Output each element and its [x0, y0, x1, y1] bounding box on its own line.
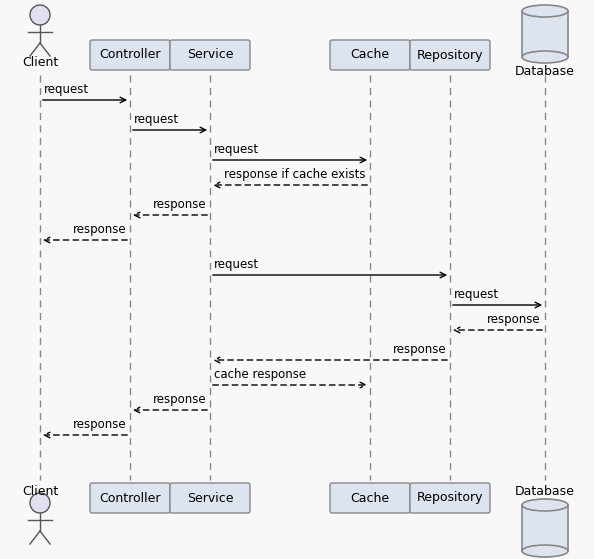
Text: response: response — [72, 223, 126, 236]
Text: Controller: Controller — [99, 491, 161, 505]
Text: response: response — [487, 313, 541, 326]
Text: Controller: Controller — [99, 49, 161, 61]
Text: Database: Database — [515, 65, 575, 78]
Bar — [522, 11, 568, 57]
Text: request: request — [214, 258, 259, 271]
FancyBboxPatch shape — [90, 483, 170, 513]
FancyBboxPatch shape — [330, 40, 410, 70]
FancyBboxPatch shape — [410, 483, 490, 513]
FancyBboxPatch shape — [410, 40, 490, 70]
FancyBboxPatch shape — [170, 483, 250, 513]
Ellipse shape — [522, 545, 568, 557]
Text: request: request — [134, 113, 179, 126]
Text: request: request — [454, 288, 499, 301]
Text: Service: Service — [187, 491, 233, 505]
Text: Cache: Cache — [350, 49, 390, 61]
Text: Client: Client — [22, 56, 58, 69]
FancyBboxPatch shape — [330, 483, 410, 513]
Text: Cache: Cache — [350, 491, 390, 505]
Text: Service: Service — [187, 49, 233, 61]
Text: request: request — [44, 83, 89, 96]
Text: response: response — [72, 418, 126, 431]
Text: response if cache exists: response if cache exists — [225, 168, 366, 181]
Text: Database: Database — [515, 485, 575, 498]
FancyBboxPatch shape — [170, 40, 250, 70]
Circle shape — [30, 5, 50, 25]
Text: response: response — [153, 198, 206, 211]
Ellipse shape — [522, 499, 568, 511]
Text: Repository: Repository — [417, 49, 484, 61]
Text: request: request — [214, 143, 259, 156]
Text: cache response: cache response — [214, 368, 306, 381]
Text: Client: Client — [22, 485, 58, 498]
FancyBboxPatch shape — [90, 40, 170, 70]
Circle shape — [30, 493, 50, 513]
Bar — [522, 505, 568, 551]
Text: Repository: Repository — [417, 491, 484, 505]
Ellipse shape — [522, 51, 568, 63]
Ellipse shape — [522, 5, 568, 17]
Text: response: response — [153, 393, 206, 406]
Text: response: response — [393, 343, 446, 356]
